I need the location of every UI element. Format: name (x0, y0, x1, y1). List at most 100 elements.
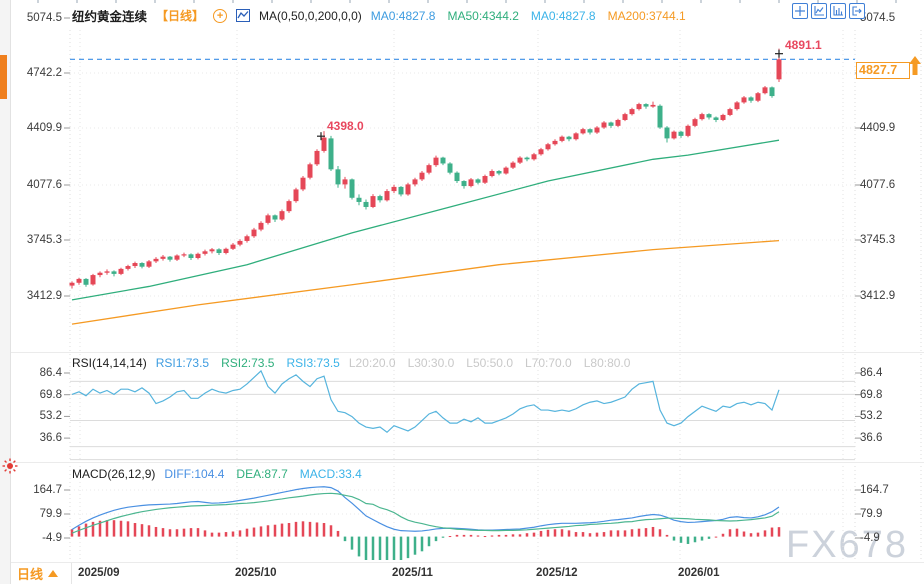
macd-hist-bar (532, 532, 536, 537)
candle-body (160, 256, 166, 259)
candle-body (188, 254, 194, 259)
axis-tick-label: 5074.5 (26, 12, 62, 24)
legend-value: L80:80.0 (583, 356, 631, 370)
candle-body (335, 169, 341, 185)
candle-body (230, 244, 236, 249)
macd-hist-bar (294, 521, 298, 537)
candlestick-chart-icon[interactable] (236, 9, 251, 22)
candle-body (314, 150, 320, 165)
macd-hist-bar (189, 528, 193, 537)
candle-body (720, 114, 726, 120)
macd-hist-bar (343, 536, 347, 542)
axes-bar-chart-icon[interactable] (830, 3, 846, 19)
macd-hist-bar (756, 532, 760, 537)
rsi-legend: RSI(14,14,14) RSI1:73.5 RSI2:73.5 RSI3:73.… (72, 356, 630, 370)
candle-body (713, 117, 719, 120)
macd-hist-bar (231, 531, 235, 537)
macd-hist-bar (637, 528, 641, 537)
triangle-up-icon (48, 570, 59, 577)
macd-hist-bar (574, 532, 578, 537)
macd-hist-bar (280, 523, 284, 537)
candle-body (363, 201, 369, 207)
macd-hist-bar (777, 527, 781, 537)
macd-hist-bar (245, 528, 249, 537)
period-tag[interactable]: 【日线】 (156, 9, 205, 23)
rail-active-indicator (0, 55, 7, 99)
candle-body (69, 282, 75, 286)
macd-hist-bar (679, 536, 683, 543)
candle-body (629, 109, 635, 115)
candle-body (118, 268, 124, 274)
macd-hist-bar (224, 532, 228, 537)
candle-body (482, 176, 488, 183)
candle-body (349, 179, 355, 198)
candle-body (104, 271, 110, 273)
rsi-series: RSI1:73.5 RSI2:73.5 RSI3:73.5 (156, 356, 340, 370)
legend-value: DEA:87.7 (236, 467, 288, 481)
candle-body (545, 144, 551, 150)
candle-body (580, 129, 586, 134)
candle-body (531, 154, 537, 160)
candle-body (328, 138, 334, 170)
period-tab-daily[interactable]: 日线 (10, 563, 72, 584)
axis-tick-label: 2025/11 (392, 567, 433, 579)
axis-tick-label: 164.7 (33, 484, 62, 496)
candle-body (244, 236, 250, 241)
legend-value: MACD:33.4 (299, 467, 362, 481)
panel-separator (10, 352, 924, 353)
macd-hist-bar (175, 529, 179, 537)
macd-hist-bar (742, 531, 746, 537)
exit-right-icon[interactable] (849, 3, 865, 19)
macd-hist-bar (469, 534, 473, 537)
macd-hist-bar (168, 529, 172, 537)
macd-hist-bar (455, 534, 459, 537)
macd-hist-bar (581, 532, 585, 537)
axes-line-chart-icon[interactable] (811, 3, 827, 19)
axis-tick-label: 2026/01 (678, 567, 720, 579)
main-legend: 纽约黄金连续 【日线】 + MA(0,50,0,200,0,0) MA0:482… (72, 6, 686, 25)
axis-tick-label: 3745.3 (26, 234, 62, 246)
macd-hist-bar (133, 523, 137, 537)
macd-hist-bar (413, 536, 417, 555)
macd-hist-bar (504, 534, 508, 537)
candle-body (370, 196, 376, 207)
sun-icon[interactable] (1, 457, 19, 475)
candle-body (293, 189, 299, 202)
macd-hist-bar (623, 530, 627, 537)
macd-hist-bar (266, 525, 270, 537)
macd-hist-bar (322, 523, 326, 537)
legend-value: L70:70.0 (525, 356, 572, 370)
macd-hist-bar (658, 529, 662, 537)
axis-tick-label: 36.6 (39, 432, 62, 445)
candle-body (678, 131, 684, 136)
candle-body (573, 133, 579, 140)
candle-body (706, 114, 712, 118)
crosshair-icon[interactable] (792, 3, 808, 19)
macd-hist-bar (609, 530, 613, 537)
axis-tick-label: 2025/12 (536, 567, 578, 579)
axis-tick-label: 3412.9 (860, 290, 896, 302)
candle-body (174, 255, 180, 260)
axis-tick-label: 4409.9 (860, 122, 896, 134)
axis-tick-label: 4077.6 (860, 179, 896, 191)
candle-body (650, 104, 656, 107)
macd-hist-bar (770, 527, 774, 537)
panel-separator (10, 462, 924, 463)
candle-body (559, 136, 565, 141)
jump-to-latest-icon[interactable] (907, 54, 923, 83)
candle-body (286, 201, 292, 212)
candle-body (426, 165, 432, 173)
candle-body (216, 249, 222, 253)
macd-hist-bar (399, 536, 403, 560)
last-price-tag: 4827.7 (856, 62, 910, 80)
add-indicator-icon[interactable]: + (213, 8, 228, 23)
macd-hist-bar (126, 521, 130, 537)
macd-hist-bar (539, 530, 543, 537)
candle-body (125, 266, 131, 269)
macd-hist-bar (196, 528, 200, 537)
macd-hist-bar (672, 536, 676, 541)
macd-hist-bar (448, 536, 452, 538)
candle-body (433, 157, 439, 166)
macd-hist-bar (630, 529, 634, 537)
